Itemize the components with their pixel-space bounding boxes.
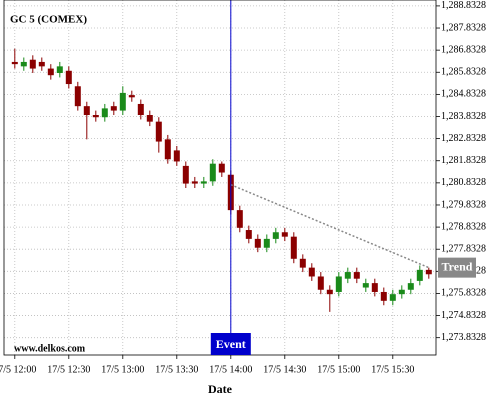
candle-body (200, 181, 207, 184)
y-tick-label: 1,277.8328 (441, 244, 486, 255)
candle-body (137, 103, 144, 116)
candle-body (245, 230, 252, 239)
plot-marks (11, 0, 432, 333)
candle-body (407, 283, 414, 290)
candle-body (344, 272, 351, 279)
candle-body (290, 236, 297, 259)
trend-label: Trend (442, 259, 473, 273)
candle-body (128, 95, 135, 98)
candle-body (155, 121, 162, 142)
candle-body (92, 115, 99, 118)
event-label: Event (216, 337, 246, 351)
candle-body (101, 108, 108, 118)
candle-body (263, 238, 270, 248)
candle-body (56, 66, 63, 73)
candle-body (236, 210, 243, 228)
candle-body (218, 163, 225, 173)
candle-body (398, 289, 405, 295)
y-tick-label: 1,278.8328 (441, 221, 486, 232)
y-tick-label: 1,285.8328 (441, 67, 486, 78)
candle-body (281, 232, 288, 237)
candle-body (380, 291, 387, 301)
x-tick-label: 17/5 14:00 (209, 364, 252, 375)
x-tick-label: 17/5 15:30 (371, 364, 414, 375)
candle-body (182, 165, 189, 184)
grid (4, 0, 436, 355)
y-tick-label: 1,288.8328 (441, 0, 486, 11)
candle-body (47, 68, 54, 76)
candle-body (425, 269, 432, 275)
candle-body (272, 232, 279, 239)
candle-body (164, 139, 171, 160)
x-tick-label: 17/5 13:00 (101, 364, 144, 375)
candle-body (362, 283, 369, 288)
x-tick-label: 17/5 13:30 (155, 364, 198, 375)
y-tick-label: 1,273.8328 (441, 332, 486, 343)
candle-body (20, 61, 27, 67)
y-tick-label: 1,280.8328 (441, 177, 486, 188)
candle-body (335, 276, 342, 292)
candle-body (38, 61, 45, 67)
y-tick-label: 1,274.8328 (441, 310, 486, 321)
watermark: www.delkos.com (14, 343, 86, 354)
y-tick-label: 1,279.8328 (441, 199, 486, 210)
candle-body (83, 106, 90, 116)
candle-body (119, 92, 126, 111)
candle-body (74, 86, 81, 107)
y-tick-label: 1,282.8328 (441, 133, 486, 144)
x-tick-label: 17/5 15:00 (317, 364, 360, 375)
candle-body (29, 59, 36, 69)
y-tick-label: 1,287.8328 (441, 22, 486, 33)
y-tick-label: 1,283.8328 (441, 111, 486, 122)
candle-body (326, 289, 333, 295)
x-tick-label: 17/5 14:30 (263, 364, 306, 375)
trend-label-box (438, 257, 476, 278)
candle-body (65, 70, 72, 85)
candle-body (110, 106, 117, 111)
y-tick-label: 1,286.8328 (441, 44, 486, 55)
candle-body (173, 150, 180, 162)
candle-body (317, 276, 324, 290)
x-axis-label: Date (208, 382, 233, 396)
chart-title: GC 5 (COMEX) (10, 14, 87, 26)
candle-body (371, 283, 378, 292)
candle-body (191, 181, 198, 184)
candle-body (209, 163, 216, 182)
y-tick-label: 1,281.8328 (441, 155, 486, 166)
y-tick-label: 1,284.8328 (441, 89, 486, 100)
candle-body (11, 61, 18, 65)
candle-body (299, 258, 306, 268)
candle-body (416, 269, 423, 281)
candle-body (308, 267, 315, 277)
x-tick-label: 17/5 12:00 (0, 364, 36, 375)
candle-body (389, 294, 396, 301)
y-tick-label: 1,275.8328 (441, 288, 486, 299)
candle-body (146, 115, 153, 122)
candle-body (254, 238, 261, 248)
event-label-box (210, 333, 251, 355)
candle-body (353, 272, 360, 279)
x-tick-label: 17/5 12:30 (47, 364, 90, 375)
